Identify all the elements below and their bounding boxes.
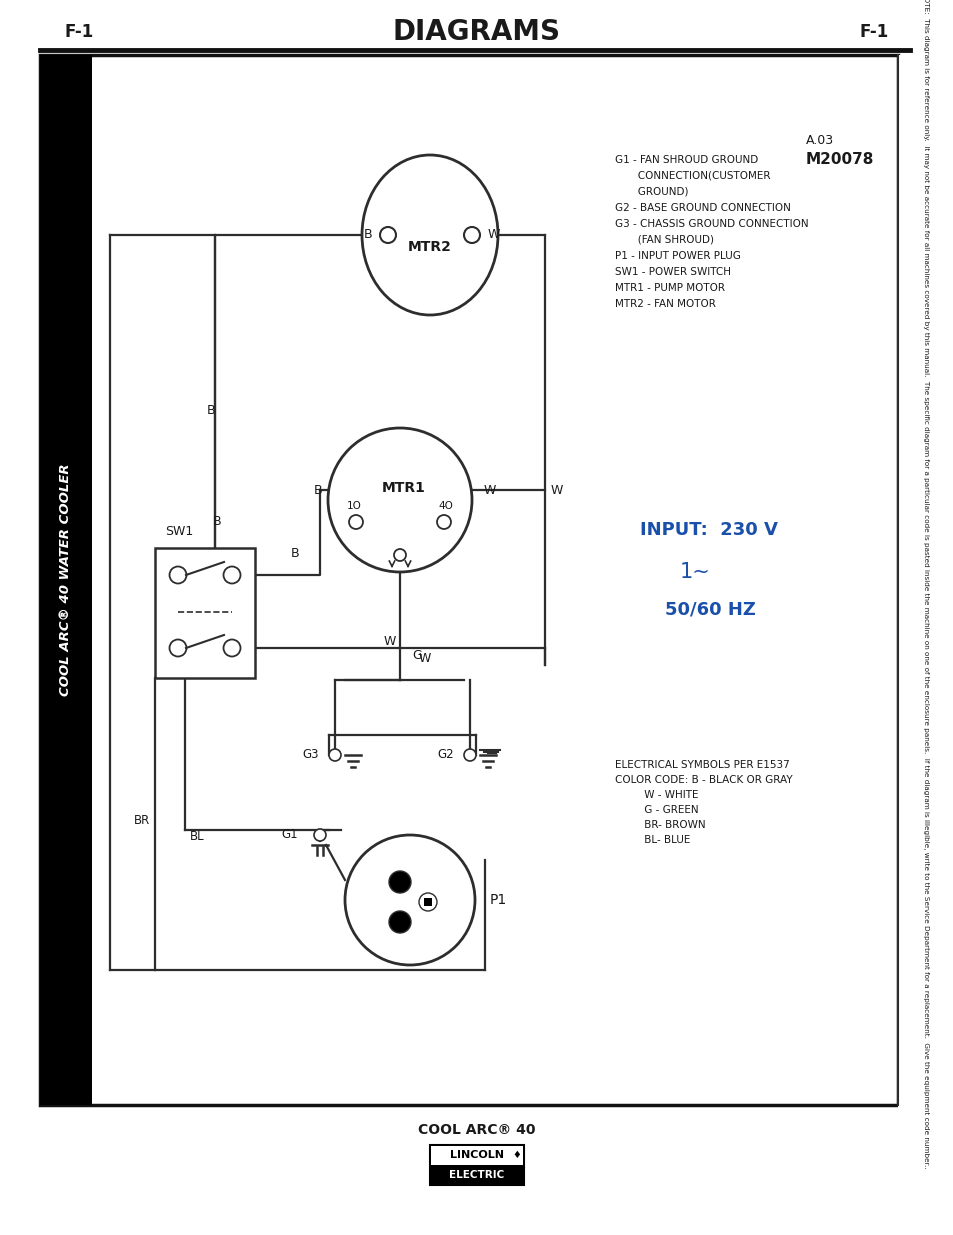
Text: 50/60 HZ: 50/60 HZ — [664, 601, 755, 619]
Text: B: B — [363, 228, 372, 242]
Text: 1~: 1~ — [679, 562, 710, 582]
Text: (FAN SHROUD): (FAN SHROUD) — [615, 235, 713, 245]
Text: ♦: ♦ — [512, 1150, 521, 1160]
Ellipse shape — [361, 156, 497, 315]
Text: ELECTRICAL SYMBOLS PER E1537: ELECTRICAL SYMBOLS PER E1537 — [615, 760, 789, 769]
Circle shape — [223, 640, 240, 657]
Text: SW1: SW1 — [165, 525, 193, 538]
Text: W: W — [383, 635, 395, 648]
Text: BL: BL — [190, 830, 204, 844]
Bar — [430, 1145, 523, 1186]
Text: NOTE:  This diagram is for reference only.  It may not be accurate for all machi: NOTE: This diagram is for reference only… — [923, 0, 928, 1168]
Text: INPUT:  230 V: INPUT: 230 V — [639, 521, 777, 538]
Text: GROUND): GROUND) — [615, 186, 688, 198]
Text: G - GREEN: G - GREEN — [615, 805, 698, 815]
Text: M20078: M20078 — [805, 152, 873, 168]
Text: B: B — [206, 404, 214, 416]
Bar — [423, 898, 432, 906]
Circle shape — [170, 640, 186, 657]
Circle shape — [349, 515, 363, 529]
Circle shape — [389, 911, 411, 932]
Text: F-1: F-1 — [859, 23, 888, 41]
Circle shape — [345, 835, 475, 965]
Circle shape — [379, 227, 395, 243]
Text: 4O: 4O — [438, 501, 453, 511]
Text: G2 - BASE GROUND CONNECTION: G2 - BASE GROUND CONNECTION — [615, 203, 790, 212]
Circle shape — [170, 567, 186, 583]
Text: 1O: 1O — [346, 501, 361, 511]
Circle shape — [329, 748, 340, 761]
Text: SW1 - POWER SWITCH: SW1 - POWER SWITCH — [615, 267, 730, 277]
Text: BR- BROWN: BR- BROWN — [615, 820, 705, 830]
Circle shape — [418, 893, 436, 911]
Text: MTR2 - FAN MOTOR: MTR2 - FAN MOTOR — [615, 299, 715, 309]
Bar — [40, 56, 897, 1105]
Circle shape — [394, 550, 406, 561]
Text: COOL ARC® 40 WATER COOLER: COOL ARC® 40 WATER COOLER — [59, 463, 72, 697]
Text: B: B — [291, 547, 299, 559]
Text: MTR1 - PUMP MOTOR: MTR1 - PUMP MOTOR — [615, 283, 724, 293]
Text: W: W — [418, 652, 431, 664]
Text: MTR1: MTR1 — [381, 480, 425, 495]
Text: G3 - CHASSIS GROUND CONNECTION: G3 - CHASSIS GROUND CONNECTION — [615, 219, 808, 228]
Circle shape — [436, 515, 451, 529]
Text: G2: G2 — [436, 748, 454, 762]
Text: P1 - INPUT POWER PLUG: P1 - INPUT POWER PLUG — [615, 251, 740, 261]
Text: G3: G3 — [302, 748, 318, 762]
Circle shape — [463, 227, 479, 243]
Text: MTR2: MTR2 — [408, 240, 452, 254]
Text: W - WHITE: W - WHITE — [615, 790, 698, 800]
Text: W: W — [483, 483, 496, 496]
Text: G: G — [412, 650, 421, 662]
Circle shape — [328, 429, 472, 572]
Bar — [897, 56, 953, 1174]
Text: BL- BLUE: BL- BLUE — [615, 835, 690, 845]
Text: ELECTRIC: ELECTRIC — [449, 1170, 504, 1179]
Text: DIAGRAMS: DIAGRAMS — [393, 19, 560, 46]
Text: G1 - FAN SHROUD GROUND: G1 - FAN SHROUD GROUND — [615, 156, 758, 165]
Bar — [431, 1146, 522, 1165]
Text: G1: G1 — [281, 829, 297, 841]
Text: BR: BR — [133, 814, 150, 826]
Text: CONNECTION(CUSTOMER: CONNECTION(CUSTOMER — [615, 170, 770, 182]
Text: COLOR CODE: B - BLACK OR GRAY: COLOR CODE: B - BLACK OR GRAY — [615, 776, 792, 785]
Text: LINCOLN: LINCOLN — [450, 1150, 503, 1160]
Bar — [154, 548, 254, 678]
Circle shape — [223, 567, 240, 583]
Text: W: W — [551, 483, 563, 496]
Circle shape — [389, 871, 411, 893]
Text: P1: P1 — [490, 893, 507, 906]
Text: F-1: F-1 — [65, 23, 94, 41]
Circle shape — [463, 748, 476, 761]
Text: W: W — [488, 228, 500, 242]
Text: B: B — [213, 515, 221, 529]
Bar — [40, 56, 91, 1105]
Text: B: B — [314, 483, 322, 496]
Circle shape — [314, 829, 326, 841]
Text: COOL ARC® 40: COOL ARC® 40 — [417, 1123, 536, 1137]
Text: A.03: A.03 — [805, 133, 833, 147]
